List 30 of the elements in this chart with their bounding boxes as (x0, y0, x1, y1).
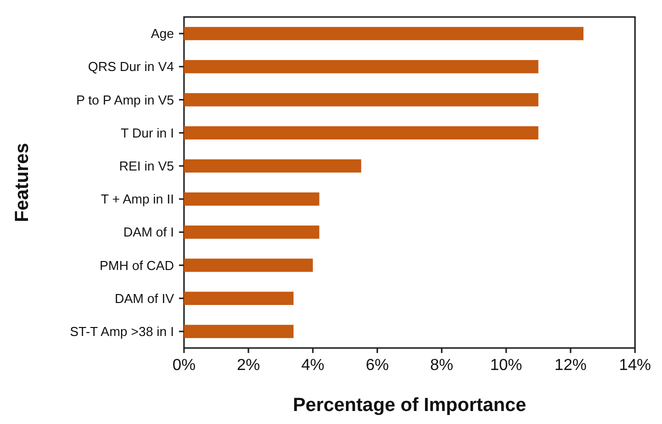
bar (184, 26, 584, 40)
bar (184, 60, 538, 74)
bar (184, 126, 538, 140)
x-tick-label: 10% (490, 357, 522, 374)
x-tick-label: 14% (618, 357, 652, 374)
y-tick-label: ST-T Amp >38 in I (70, 324, 174, 339)
y-tick-label: T + Amp in II (100, 192, 174, 207)
x-tick-label: 12% (554, 357, 587, 374)
bar (184, 226, 320, 239)
y-tick-label: PMH of CAD (100, 258, 174, 273)
bar (184, 159, 362, 173)
y-tick-label: Age (150, 26, 174, 42)
x-tick-label: 2% (236, 357, 260, 374)
y-tick-label: T Dur in I (120, 125, 174, 140)
y-tick-label: QRS Dur in V4 (88, 59, 174, 74)
y-tick-label: REI in V5 (119, 158, 174, 174)
x-axis-title: Percentage of Importance (292, 395, 526, 416)
y-axis-title: Features (12, 142, 33, 222)
x-tick-label: 6% (366, 357, 389, 374)
bar (184, 258, 313, 272)
x-tick-label: 8% (430, 357, 454, 374)
bar (184, 192, 320, 206)
x-tick-label: 4% (301, 357, 324, 374)
y-tick-label: DAM of IV (114, 290, 174, 306)
bar (184, 292, 294, 305)
x-tick-label: 0% (172, 357, 196, 374)
y-tick-label: DAM of I (123, 224, 174, 240)
bar (184, 324, 294, 338)
bar (184, 93, 538, 106)
y-tick-label: P to P Amp in V5 (76, 92, 174, 108)
